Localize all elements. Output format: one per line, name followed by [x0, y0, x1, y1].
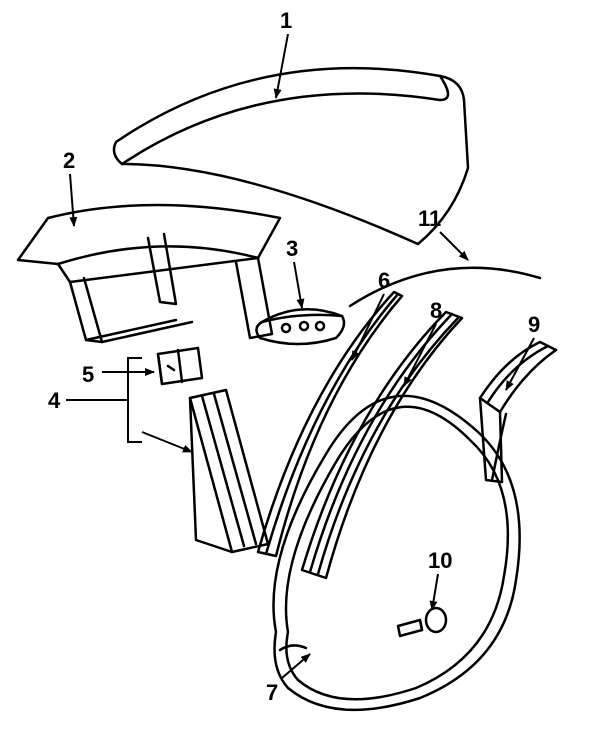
callout-label-1: 1	[280, 8, 292, 34]
callout-label-11: 11	[418, 206, 441, 232]
callout-arrow-6	[352, 294, 384, 360]
callout-arrow-9	[506, 338, 534, 390]
parts-diagram-canvas: 1 2 3 45 6 7 8 9 10 11	[0, 0, 589, 748]
callout-arrow-7	[282, 654, 310, 678]
callout-label-7: 7	[266, 680, 278, 706]
callout-arrow-3	[294, 262, 302, 308]
callout-label-5: 5	[82, 362, 94, 388]
callout-label-2: 2	[63, 148, 75, 174]
callout-arrow-8	[404, 324, 436, 386]
callout-label-10: 10	[428, 548, 452, 574]
callout-label-3: 3	[286, 236, 298, 262]
callout-arrow-11	[440, 232, 468, 260]
callout-arrow-1	[276, 34, 288, 98]
callout-label-6: 6	[378, 268, 390, 294]
callout-label-9: 9	[528, 312, 540, 338]
callout-arrow-10	[432, 574, 438, 610]
callout-label-4: 4	[48, 388, 60, 414]
callout-arrow-2	[70, 174, 74, 226]
callout-label-8: 8	[430, 298, 442, 324]
callout-arrow-4	[142, 432, 192, 452]
